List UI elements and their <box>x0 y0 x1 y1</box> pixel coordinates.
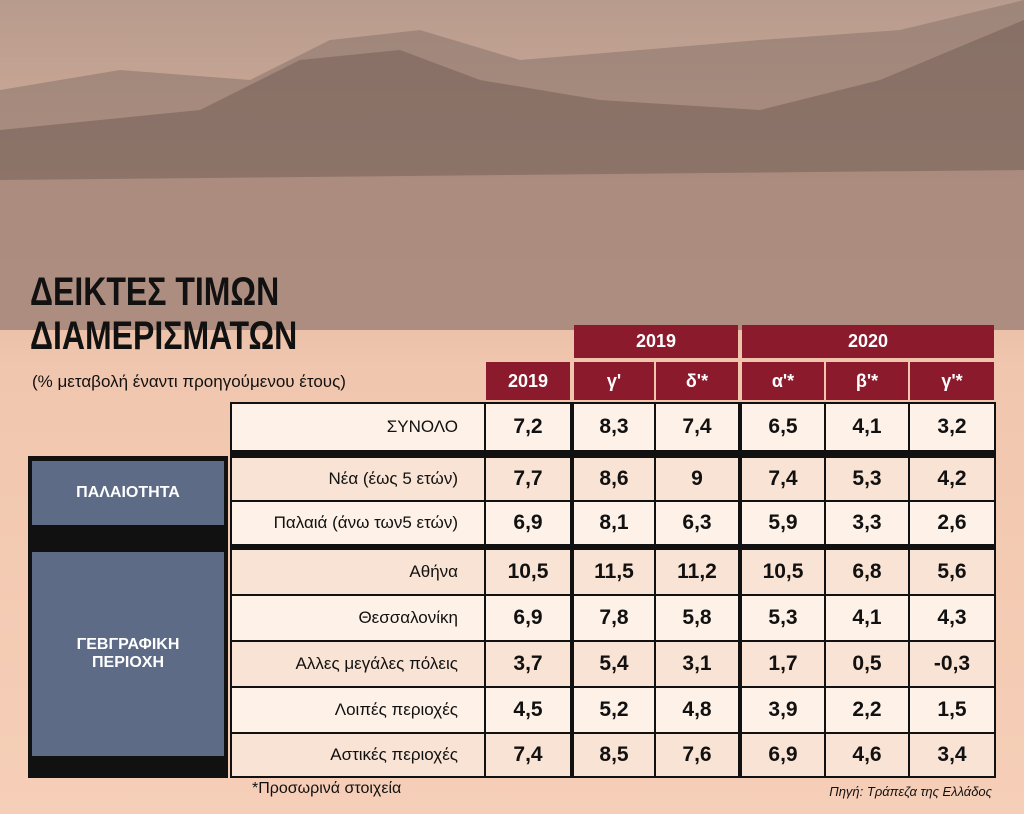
column-header: 2019 <box>486 362 570 400</box>
city-backdrop <box>0 0 1024 330</box>
value-cell: 8,1 <box>574 502 654 544</box>
source: Πηγή: Τράπεζα της Ελλάδος <box>829 784 992 799</box>
value-cell: 7,6 <box>656 734 738 776</box>
column-header: γ' <box>574 362 654 400</box>
column-header: γ'* <box>910 362 994 400</box>
value-cell: 4,8 <box>656 688 738 732</box>
row-label: Αλλες μεγάλες πόλεις <box>232 642 484 686</box>
subtitle: (% μεταβολή έναντι προηγούμενου έτους) <box>32 372 346 391</box>
value-cell: 5,9 <box>742 502 824 544</box>
row-label: Αστικές περιοχές <box>232 734 484 776</box>
value-cell: 3,4 <box>910 734 994 776</box>
column-group-header: 2019 <box>574 325 738 358</box>
value-cell: 6,3 <box>656 502 738 544</box>
value-cell: 7,4 <box>486 734 570 776</box>
row-label: ΣΥΝΟΛΟ <box>232 404 484 450</box>
value-cell: 4,6 <box>826 734 908 776</box>
value-cell: 4,5 <box>486 688 570 732</box>
value-cell: 7,4 <box>656 404 738 450</box>
value-cell: 7,4 <box>742 458 824 500</box>
value-cell: 4,1 <box>826 404 908 450</box>
value-cell: 10,5 <box>486 550 570 594</box>
value-cell: 4,3 <box>910 596 994 640</box>
value-cell: -0,3 <box>910 642 994 686</box>
value-cell: 11,2 <box>656 550 738 594</box>
value-cell: 4,1 <box>826 596 908 640</box>
row-label: Παλαιά (άνω των5 ετών) <box>232 502 484 544</box>
column-header: α'* <box>742 362 824 400</box>
row-group-label: ΠΑΛΑΙΟΤΗΤΑ <box>32 461 224 525</box>
value-cell: 4,2 <box>910 458 994 500</box>
value-cell: 3,7 <box>486 642 570 686</box>
row-label: Λοιπές περιοχές <box>232 688 484 732</box>
row-group-label: ΓΕΒΓΡΑΦΙΚΗ ΠΕΡΙΟΧΗ <box>32 552 224 756</box>
title-line: ΔΕΙΚΤΕΣ ΤΙΜΩΝ <box>30 270 280 314</box>
value-cell: 3,2 <box>910 404 994 450</box>
row-label: Θεσσαλονίκη <box>232 596 484 640</box>
value-cell: 5,4 <box>574 642 654 686</box>
value-cell: 0,5 <box>826 642 908 686</box>
value-cell: 6,5 <box>742 404 824 450</box>
value-cell: 5,6 <box>910 550 994 594</box>
column-header: δ'* <box>656 362 738 400</box>
row-label: Νέα (έως 5 ετών) <box>232 458 484 500</box>
value-cell: 5,2 <box>574 688 654 732</box>
value-cell: 6,8 <box>826 550 908 594</box>
value-cell: 3,9 <box>742 688 824 732</box>
group-label-line: ΠΑΛΑΙΟΤΗΤΑ <box>76 484 180 501</box>
value-cell: 5,8 <box>656 596 738 640</box>
column-group-header: 2020 <box>742 325 994 358</box>
group-label-line: ΠΕΡΙΟΧΗ <box>91 654 164 671</box>
row-label: Αθήνα <box>232 550 484 594</box>
group-label-line: ΓΕΒΓΡΑΦΙΚΗ <box>76 636 180 653</box>
value-cell: 8,5 <box>574 734 654 776</box>
title-line: ΔΙΑΜΕΡΙΣΜΑΤΩΝ <box>30 314 298 358</box>
value-cell: 2,6 <box>910 502 994 544</box>
value-cell: 11,5 <box>574 550 654 594</box>
value-cell: 3,3 <box>826 502 908 544</box>
value-cell: 1,7 <box>742 642 824 686</box>
value-cell: 7,7 <box>486 458 570 500</box>
value-cell: 6,9 <box>486 596 570 640</box>
value-cell: 10,5 <box>742 550 824 594</box>
value-cell: 2,2 <box>826 688 908 732</box>
value-cell: 5,3 <box>826 458 908 500</box>
footnote: *Προσωρινά στοιχεία <box>252 780 402 797</box>
value-cell: 5,3 <box>742 596 824 640</box>
value-cell: 7,8 <box>574 596 654 640</box>
value-cell: 8,6 <box>574 458 654 500</box>
value-cell: 8,3 <box>574 404 654 450</box>
title: ΔΕΙΚΤΕΣ ΤΙΜΩΝ ΔΙΑΜΕΡΙΣΜΑΤΩΝ <box>30 270 297 358</box>
value-cell: 9 <box>656 458 738 500</box>
value-cell: 1,5 <box>910 688 994 732</box>
value-cell: 3,1 <box>656 642 738 686</box>
value-cell: 7,2 <box>486 404 570 450</box>
value-cell: 6,9 <box>742 734 824 776</box>
column-header: β'* <box>826 362 908 400</box>
value-cell: 6,9 <box>486 502 570 544</box>
